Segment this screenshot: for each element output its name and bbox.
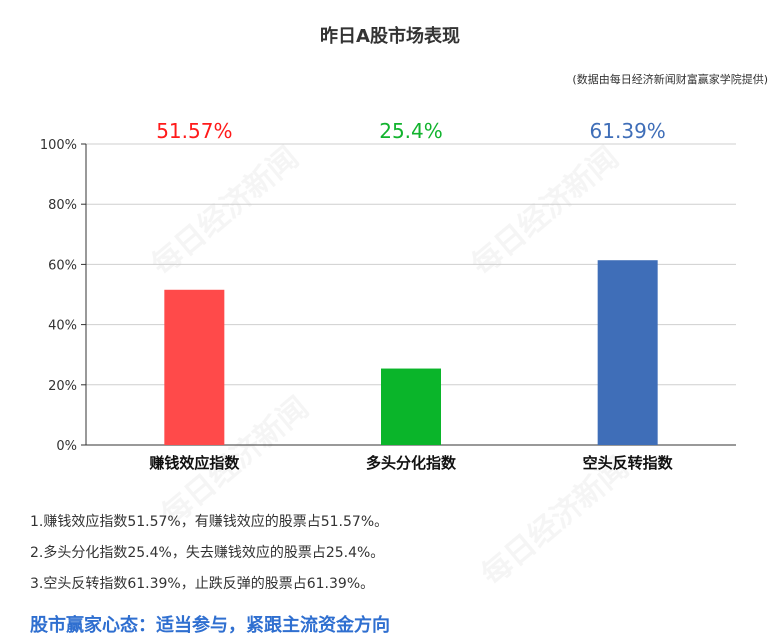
bar-2 (381, 368, 441, 445)
chart-title: 昨日A股市场表现 (320, 26, 460, 47)
note-1: 1.赚钱效应指数51.57%，有赚钱效应的股票占51.57%。 (30, 514, 389, 530)
y-tick-label: 40% (48, 319, 77, 334)
y-tick-label: 20% (48, 379, 77, 394)
x-tick-label-2: 多头分化指数 (366, 454, 457, 472)
x-tick-label-3: 空头反转指数 (583, 454, 674, 472)
footer-slogan: 股市赢家心态：适当参与，紧跟主流资金方向 (30, 615, 390, 636)
y-tick-label: 100% (40, 138, 77, 153)
bar-1 (164, 289, 225, 445)
y-tick-label: 80% (48, 198, 77, 213)
y-tick-label: 0% (56, 439, 77, 454)
notes-list: 1.赚钱效应指数51.57%，有赚钱效应的股票占51.57%。 2.多头分化指数… (30, 510, 388, 603)
bar-value-label-1: 51.57% (156, 119, 232, 143)
source-note: (数据由每日经济新闻财富赢家学院提供) (572, 73, 768, 86)
bar-3 (597, 260, 658, 445)
note-3: 3.空头反转指数61.39%，止跌反弹的股票占61.39%。 (30, 576, 375, 592)
bar-value-label-3: 61.39% (590, 119, 666, 143)
bar-value-label-2: 25.4% (379, 119, 443, 143)
y-tick-label: 60% (48, 258, 77, 273)
x-tick-label-1: 赚钱效应指数 (148, 454, 240, 472)
note-2: 2.多头分化指数25.4%，失去赚钱效应的股票占25.4%。 (30, 545, 385, 561)
